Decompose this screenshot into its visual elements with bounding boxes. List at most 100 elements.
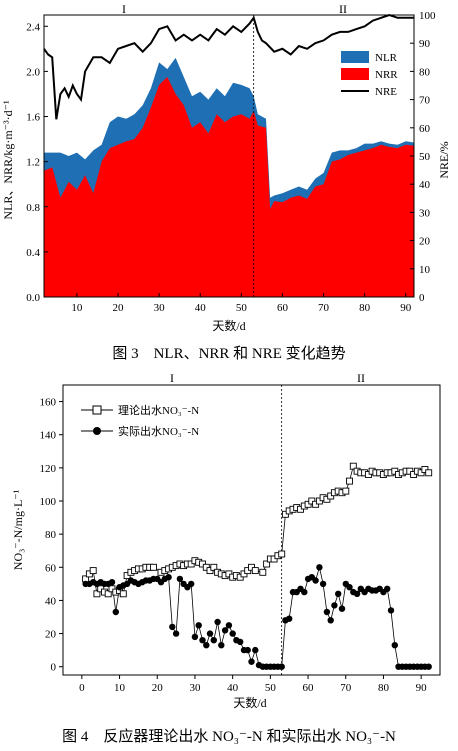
nrr-area — [44, 77, 414, 297]
x-tick-label: 0 — [79, 682, 85, 694]
figure3-left-y-axis: 0.0 0.4 0.8 1.2 1.6 2.0 2.4 — [26, 21, 48, 304]
y-left-tick-label: 2.4 — [26, 21, 40, 33]
actual-point — [353, 590, 361, 597]
y-right-tick-label: 30 — [419, 207, 431, 219]
legend-label-nlr: NLR — [375, 52, 398, 64]
figure4-legend: 理论出水NO₃⁻-N 实际出水NO₃⁻-N — [81, 403, 199, 438]
figure4-frame — [62, 384, 441, 676]
actual-point — [327, 617, 334, 624]
actual-point — [199, 637, 206, 644]
x-tick-label: 70 — [318, 302, 330, 314]
y-right-tick-label: 60 — [419, 123, 431, 135]
figure4-phase-label-1: I — [170, 371, 174, 385]
figure3-chart: 10 20 30 40 50 60 70 80 90 0.0 0.4 0.8 1.2 1.6 2.0 2.4… — [1, 2, 451, 362]
actual-point — [244, 646, 251, 654]
nre-line — [43, 13, 414, 120]
y-tick-label: 0 — [51, 662, 57, 674]
y-tick-label: 60 — [45, 562, 57, 574]
y-tick-label: 140 — [40, 430, 57, 442]
actual-point — [210, 637, 217, 644]
actual-point — [176, 575, 184, 583]
x-tick-label: 10 — [114, 682, 126, 694]
y-right-tick-label: 10 — [419, 264, 431, 276]
figure3-left-axis-label: NLR、NRR/kg·m⁻³·d⁻¹ — [1, 100, 15, 220]
y-right-tick-label: 80 — [419, 66, 431, 78]
figure3-right-y-axis: 0 10 20 30 40 50 60 70 80 90 100 — [410, 10, 436, 304]
theoretical-point — [119, 590, 127, 598]
y-tick-label: 120 — [40, 463, 57, 475]
actual-point — [225, 622, 233, 629]
x-tick-label: 70 — [340, 682, 352, 694]
actual-point — [331, 602, 338, 609]
theoretical-point — [210, 563, 218, 571]
legend-label-actual: 实际出水NO₃⁻-N — [118, 424, 199, 438]
figure3-caption: 图 3 NLR、NRR 和 NRE 变化趋势 — [112, 345, 345, 362]
actual-point — [214, 618, 221, 626]
actual-point — [248, 658, 255, 665]
y-right-tick-label: 70 — [419, 95, 431, 107]
actual-point — [335, 590, 342, 597]
actual-point — [319, 580, 327, 588]
actual-point — [169, 623, 176, 631]
legend-label-theoretical: 理论出水NO₃⁻-N — [118, 403, 199, 417]
x-tick-label: 20 — [113, 302, 125, 314]
x-tick-label: 30 — [154, 302, 166, 314]
figure3-plot-area — [43, 13, 414, 298]
theoretical-point — [346, 477, 353, 485]
y-tick-label: 20 — [45, 629, 57, 641]
actual-point — [165, 574, 172, 581]
figure4-phase-label-2: II — [357, 371, 365, 385]
y-left-tick-label: 0.0 — [26, 292, 40, 304]
x-tick-label: 60 — [303, 682, 315, 694]
legend-marker-actual — [93, 427, 101, 435]
y-tick-label: 160 — [40, 397, 57, 409]
actual-point — [229, 630, 236, 637]
x-tick-label: 40 — [227, 682, 239, 694]
theoretical-point — [93, 590, 101, 598]
y-right-tick-label: 90 — [419, 38, 431, 50]
actual-point — [316, 564, 323, 571]
x-tick-label: 90 — [400, 302, 412, 314]
actual-point — [338, 605, 346, 612]
theoretical-point — [278, 550, 286, 558]
actual-point — [387, 607, 395, 614]
actual-point — [237, 638, 244, 646]
actual-point — [112, 608, 120, 616]
legend-swatch-nrr — [341, 68, 369, 80]
figure4-x-axis-label: 天数/d — [233, 695, 266, 710]
figure3-legend: NLR NRR NRE — [341, 51, 398, 98]
y-left-tick-label: 0.4 — [26, 247, 40, 259]
x-tick-label: 90 — [416, 682, 428, 694]
figure3-x-axis-label: 天数/d — [212, 318, 245, 333]
figure4-x-axis: 0 10 20 30 40 50 60 70 80 90 — [79, 675, 427, 694]
y-tick-label: 80 — [45, 529, 57, 541]
actual-point — [301, 588, 308, 596]
x-tick-label: 20 — [152, 682, 164, 694]
actual-point — [384, 585, 391, 592]
actual-point — [191, 633, 199, 641]
legend-swatch-nlr — [341, 51, 369, 63]
actual-point — [286, 615, 293, 622]
theoretical-point — [104, 590, 112, 598]
figure4-y-axis: 0 20 40 60 80 100 120 140 160 — [40, 397, 63, 674]
actual-point — [195, 622, 202, 629]
theoretical-point — [342, 487, 350, 495]
legend-label-nrr: NRR — [375, 69, 398, 81]
y-left-tick-label: 2.0 — [26, 66, 40, 78]
actual-point — [252, 646, 259, 654]
x-tick-label: 80 — [359, 302, 371, 314]
y-left-tick-label: 0.8 — [26, 202, 40, 214]
figure3-right-axis-label: NRE/% — [437, 141, 451, 178]
x-tick-label: 50 — [236, 302, 248, 314]
x-tick-label: 60 — [277, 302, 289, 314]
actual-point — [312, 577, 319, 584]
actual-point — [425, 663, 432, 670]
x-tick-label: 30 — [189, 682, 201, 694]
x-tick-label: 40 — [195, 302, 207, 314]
actual-point — [346, 584, 353, 591]
actual-point — [206, 630, 214, 637]
theoretical-line — [85, 465, 429, 595]
theoretical-point — [349, 462, 357, 470]
figure3-phase-label-1: I — [122, 2, 126, 16]
